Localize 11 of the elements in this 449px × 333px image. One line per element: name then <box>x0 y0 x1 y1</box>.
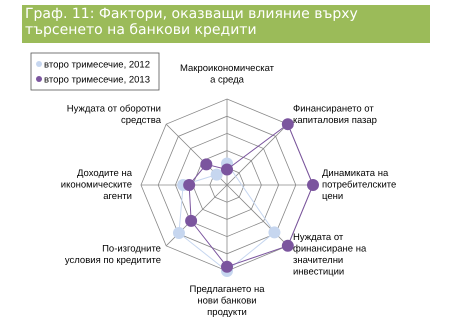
spoke-label: Динамиката на потребителските цени <box>322 168 396 202</box>
spoke-label: Нуждата от оборотни средства <box>66 103 162 126</box>
spoke-label: По-изгодните условия по кредитите <box>64 244 161 266</box>
spoke-label: Доходите на икономическите агенти <box>60 168 133 202</box>
chart-title: Граф. 11: Фактори, оказващи влияние върху търсенето на банкови кредити <box>25 6 359 38</box>
legend-label: второ тримесечие, 2013 <box>44 74 150 86</box>
legend-label: второ тримесечие, 2012 <box>44 60 150 70</box>
spoke-label: Нуждата от финансиране на значителни инвестиции <box>293 232 367 278</box>
spoke-label: Макроикономическат а среда <box>180 63 275 86</box>
spoke-label: Финансирането от капиталовия пазар <box>293 103 377 126</box>
spoke-label: Предлагането на нови банкови продукти <box>189 284 266 318</box>
